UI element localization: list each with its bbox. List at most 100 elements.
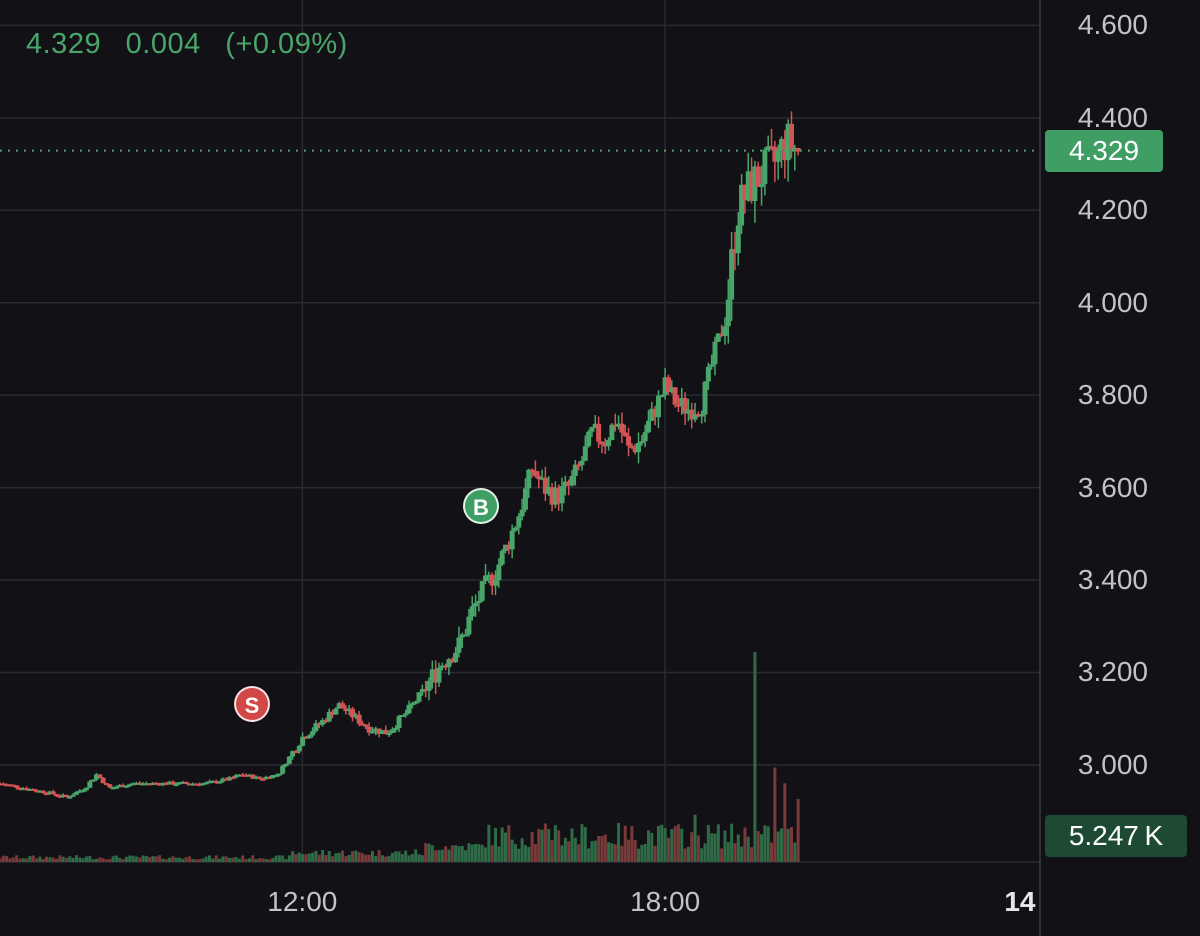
volume-bar <box>104 859 108 862</box>
candle-body <box>436 667 442 683</box>
buy-marker[interactable]: B <box>463 488 499 524</box>
candle-body <box>30 788 36 791</box>
candle-body <box>303 736 309 739</box>
volume-bar <box>404 850 408 862</box>
volume-bar <box>597 836 601 862</box>
candle-body <box>67 796 73 799</box>
candle-body <box>439 665 445 668</box>
volume-bar <box>490 845 494 862</box>
candle-body <box>200 783 206 786</box>
candle-body <box>586 431 592 447</box>
volume-bar <box>444 846 448 862</box>
candle-body <box>44 793 50 796</box>
volume-bar <box>700 848 704 862</box>
volume-bar <box>370 851 374 862</box>
candle-body <box>270 775 276 779</box>
candle-body <box>639 441 645 444</box>
candle-body <box>426 680 432 691</box>
volume-bar <box>347 854 351 862</box>
candle-body <box>246 774 252 777</box>
y-tick-label: 3.800 <box>1077 379 1148 411</box>
volume-bar <box>686 846 690 862</box>
candle-body <box>240 774 246 777</box>
volume-bar <box>494 827 498 862</box>
volume-badge: 5.247 K <box>1045 815 1187 857</box>
candle-body <box>183 781 189 784</box>
volume-bar <box>1 855 5 862</box>
volume-bar <box>5 856 9 862</box>
volume-bar <box>776 831 780 862</box>
y-tick-label: 4.400 <box>1077 101 1148 133</box>
volume-bar <box>234 857 238 862</box>
volume-bar <box>211 858 215 862</box>
volume-bar <box>650 832 654 862</box>
volume-bar <box>0 858 2 862</box>
volume-bar <box>780 828 784 862</box>
candle-body <box>230 777 236 780</box>
volume-bar <box>420 855 424 862</box>
volume-bar <box>204 856 208 862</box>
candle-body <box>645 420 651 433</box>
volume-bar <box>281 855 285 862</box>
candle-body <box>655 395 661 418</box>
volume-bar <box>720 848 724 862</box>
y-tick-label: 4.000 <box>1077 286 1148 318</box>
candle-body <box>216 781 222 784</box>
candle-body <box>606 440 612 447</box>
volume-bar <box>723 830 727 862</box>
volume-bar <box>287 855 291 862</box>
volume-bar <box>726 842 730 862</box>
volume-bar <box>693 814 697 862</box>
candle-body <box>187 783 193 786</box>
chart-grid <box>0 0 1041 936</box>
candle-body <box>150 782 156 785</box>
candle-body <box>609 424 615 441</box>
volume-bar <box>736 834 740 862</box>
volume-bar <box>178 857 182 862</box>
sell-marker[interactable]: S <box>234 686 270 722</box>
candle-body <box>27 788 33 791</box>
volume-bar <box>384 856 388 862</box>
candle-body <box>203 782 209 785</box>
volume-bar <box>620 845 624 862</box>
candle-body <box>502 544 508 551</box>
candle-body <box>346 708 352 712</box>
volume-bar <box>191 858 195 862</box>
candle-body <box>695 414 701 417</box>
volume-bar <box>540 829 544 862</box>
candle-body <box>416 692 422 702</box>
volume-bar <box>198 859 202 862</box>
candle-body <box>622 432 628 437</box>
candle-body <box>685 409 691 414</box>
volume-bar <box>783 783 787 862</box>
candle-body <box>163 782 169 785</box>
candle-body <box>579 460 585 466</box>
volume-bar <box>474 843 478 862</box>
candle-body <box>642 432 648 442</box>
volume-bar <box>617 822 621 862</box>
volume-bar <box>25 858 29 862</box>
volume-bar <box>380 855 384 862</box>
candle-body <box>446 659 452 668</box>
volume-bar <box>301 853 305 862</box>
volume-bar <box>450 845 454 862</box>
candle-body <box>546 486 552 494</box>
candle-body <box>406 704 412 714</box>
volume-bar <box>341 850 345 862</box>
candle-body <box>383 730 389 735</box>
volume-bar <box>487 824 491 862</box>
candle-body <box>220 778 226 782</box>
candle-body <box>476 600 482 604</box>
volume-bar <box>144 855 148 862</box>
candle-body <box>207 781 213 784</box>
candle-body <box>512 527 518 531</box>
volume-bar <box>241 855 245 862</box>
candle-body <box>423 689 429 692</box>
candle-body <box>702 381 708 415</box>
candle-body <box>137 782 143 785</box>
candle-body <box>373 728 379 732</box>
y-tick-label: 3.200 <box>1077 656 1148 688</box>
volume-bar <box>730 823 734 862</box>
candle-body <box>759 184 765 187</box>
